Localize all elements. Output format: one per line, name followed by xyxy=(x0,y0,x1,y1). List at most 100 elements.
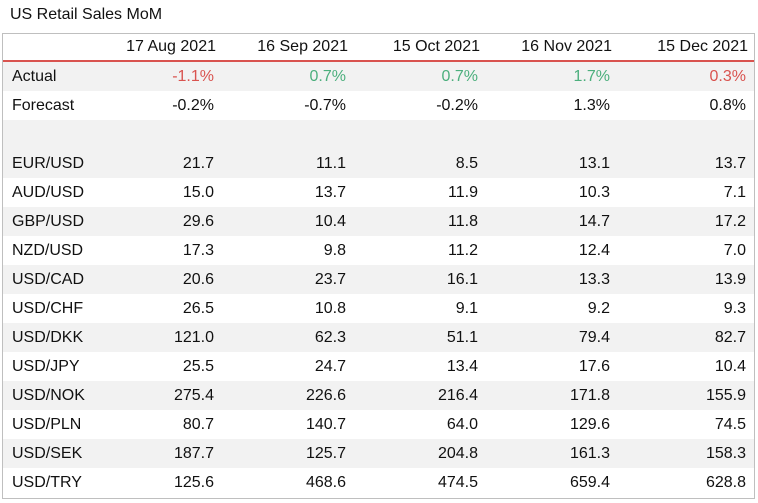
spacer-cell xyxy=(3,120,754,149)
pair-value: 155.9 xyxy=(618,381,754,410)
pair-value: 24.7 xyxy=(314,357,346,375)
pair-value: 62.3 xyxy=(222,323,354,352)
pair-value: 11.8 xyxy=(354,207,486,236)
pair-value: 17.2 xyxy=(618,207,754,236)
pair-row: USD/JPY 25.5 24.7 13.4 17.6 10.4 xyxy=(3,352,754,381)
pair-value: 628.8 xyxy=(705,473,746,491)
pair-value: 25.5 xyxy=(182,357,214,375)
pair-value: 7.1 xyxy=(723,183,746,201)
pair-value: 16.1 xyxy=(354,265,486,294)
row-label: Forecast xyxy=(12,96,75,114)
pair-row: USD/DKK 121.0 62.3 51.1 79.4 82.7 xyxy=(3,323,754,352)
pair-row: GBP/USD 29.6 10.4 11.8 14.7 17.2 xyxy=(3,207,754,236)
pair-value: 29.6 xyxy=(90,207,222,236)
pair-value: 9.2 xyxy=(587,299,610,317)
actual-row: Actual -1.1% 0.7% 0.7% 1.7% 0.3% xyxy=(3,61,754,91)
pair-value: 10.3 xyxy=(578,183,610,201)
actual-value: -1.1% xyxy=(90,61,222,91)
pair-value: 11.9 xyxy=(448,183,478,201)
pair-value: 129.6 xyxy=(569,415,610,433)
pair-value: 659.4 xyxy=(569,473,610,491)
pair-label: USD/DKK xyxy=(3,323,90,352)
pair-value: 12.4 xyxy=(578,241,610,259)
pair-value: 161.3 xyxy=(486,439,618,468)
header-date: 15 Dec 2021 xyxy=(618,34,754,62)
pair-value: 51.1 xyxy=(354,323,486,352)
pair-row: USD/NOK 275.4 226.6 216.4 171.8 155.9 xyxy=(3,381,754,410)
forecast-value: 1.3% xyxy=(573,96,610,114)
pair-value: 74.5 xyxy=(714,415,746,433)
pair-label: AUD/USD xyxy=(12,183,85,201)
pair-value: 15.0 xyxy=(182,183,214,201)
pair-value: 125.6 xyxy=(173,473,214,491)
forecast-value: 0.8% xyxy=(709,96,746,114)
pair-value: 13.7 xyxy=(314,183,346,201)
pair-label: EUR/USD xyxy=(3,149,90,178)
pair-value: 80.7 xyxy=(182,415,214,433)
pair-value: 226.6 xyxy=(222,381,354,410)
header-date: 15 Oct 2021 xyxy=(354,34,486,62)
pair-value: 64.0 xyxy=(446,415,478,433)
pair-value: 13.3 xyxy=(486,265,618,294)
pair-value: 468.6 xyxy=(305,473,346,491)
pair-row: USD/CAD 20.6 23.7 16.1 13.3 13.9 xyxy=(3,265,754,294)
pair-value: 10.8 xyxy=(314,299,346,317)
pair-value: 140.7 xyxy=(305,415,346,433)
pair-label: USD/NOK xyxy=(3,381,90,410)
pair-value: 8.5 xyxy=(354,149,486,178)
pair-label: USD/CAD xyxy=(3,265,90,294)
table-frame xyxy=(2,33,755,499)
pair-value: 9.3 xyxy=(723,299,746,317)
pair-value: 14.7 xyxy=(486,207,618,236)
header-date: 16 Nov 2021 xyxy=(486,34,618,62)
pair-row: NZD/USD 17.3 9.8 11.2 12.4 7.0 xyxy=(3,236,754,265)
pair-value: 10.4 xyxy=(222,207,354,236)
pair-value: 125.7 xyxy=(222,439,354,468)
pair-row: USD/PLN 80.7 140.7 64.0 129.6 74.5 xyxy=(3,410,754,439)
pair-row: EUR/USD 21.7 11.1 8.5 13.1 13.7 xyxy=(3,149,754,178)
pair-value: 13.4 xyxy=(446,357,478,375)
actual-value: 1.7% xyxy=(486,61,618,91)
pair-value: 13.9 xyxy=(618,265,754,294)
pair-value: 9.8 xyxy=(323,241,346,259)
pair-value: 9.1 xyxy=(455,299,478,317)
pair-value: 82.7 xyxy=(618,323,754,352)
pair-value: 275.4 xyxy=(90,381,222,410)
pair-label: GBP/USD xyxy=(3,207,90,236)
forecast-row: Forecast -0.2% -0.7% -0.2% 1.3% 0.8% xyxy=(3,91,754,120)
pair-value: 11.1 xyxy=(222,149,354,178)
header-blank-cell xyxy=(3,34,90,62)
pair-value: 11.2 xyxy=(448,241,478,259)
pair-row: USD/TRY 125.6 468.6 474.5 659.4 628.8 xyxy=(3,468,754,497)
pair-row: AUD/USD 15.0 13.7 11.9 10.3 7.1 xyxy=(3,178,754,207)
pair-value: 20.6 xyxy=(90,265,222,294)
pair-label: USD/TRY xyxy=(12,473,82,491)
pair-value: 21.7 xyxy=(90,149,222,178)
pair-value: 204.8 xyxy=(354,439,486,468)
pair-value: 171.8 xyxy=(486,381,618,410)
pair-row: USD/SEK 187.7 125.7 204.8 161.3 158.3 xyxy=(3,439,754,468)
pair-label: NZD/USD xyxy=(12,241,84,259)
pair-value: 17.3 xyxy=(182,241,214,259)
pair-row: USD/CHF 26.5 10.8 9.1 9.2 9.3 xyxy=(3,294,754,323)
actual-value: 0.7% xyxy=(354,61,486,91)
pair-label: USD/JPY xyxy=(12,357,80,375)
pair-label: USD/CHF xyxy=(12,299,84,317)
pair-value: 474.5 xyxy=(437,473,478,491)
pair-value: 121.0 xyxy=(90,323,222,352)
header-date: 16 Sep 2021 xyxy=(222,34,354,62)
forecast-value: -0.2% xyxy=(172,96,214,114)
actual-value: 0.7% xyxy=(222,61,354,91)
pair-value: 17.6 xyxy=(578,357,610,375)
forecast-value: -0.7% xyxy=(304,96,346,114)
pair-value: 187.7 xyxy=(90,439,222,468)
pair-label: USD/PLN xyxy=(12,415,82,433)
pair-value: 10.4 xyxy=(714,357,746,375)
pair-label: USD/SEK xyxy=(3,439,90,468)
actual-value: 0.3% xyxy=(618,61,754,91)
pair-value: 23.7 xyxy=(222,265,354,294)
pair-value: 158.3 xyxy=(618,439,754,468)
pair-value: 13.1 xyxy=(486,149,618,178)
spacer-row xyxy=(3,120,754,149)
row-label: Actual xyxy=(3,61,90,91)
